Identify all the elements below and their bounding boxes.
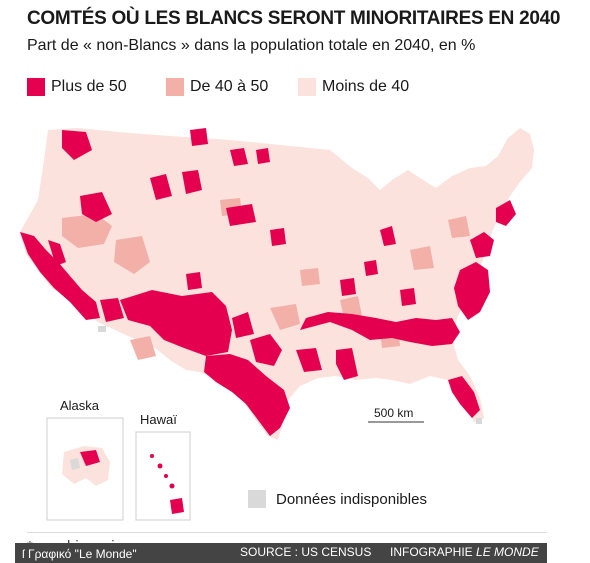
legend-item-high: Plus de 50 <box>27 76 127 98</box>
unavailable-counties <box>98 326 482 424</box>
footer-source: SOURCE : US CENSUS <box>240 545 372 559</box>
legend-swatch-high <box>27 78 45 96</box>
alaska-majority <box>80 450 100 466</box>
footer-bar <box>15 543 547 563</box>
us-counties-map <box>20 128 534 521</box>
legend-swatch-unavailable <box>248 490 266 508</box>
footer-caption: ſ Γραφικό "Le Monde" <box>22 547 137 561</box>
hawaii-label: Hawaï <box>140 412 177 427</box>
footer-infographie: INFOGRAPHIE LE MONDE <box>390 545 539 559</box>
map-title: COMTÉS OÙ LES BLANCS SERONT MINORITAIRES… <box>27 8 561 29</box>
legend-swatch-mid <box>166 78 184 96</box>
legend-swatch-low <box>298 78 316 96</box>
scale-label: 500 km <box>374 406 414 420</box>
legend-label-high: Plus de 50 <box>51 78 127 95</box>
legend-label-low: Moins de 40 <box>322 78 410 95</box>
majority-counties <box>20 128 516 436</box>
map-subtitle: Part de « non-Blancs » dans la populatio… <box>27 37 476 54</box>
alaska-unavailable <box>70 458 80 470</box>
footer-divider <box>27 532 547 533</box>
legend-label-mid: De 40 à 50 <box>190 78 269 95</box>
legend-label-unavailable: Données indisponibles <box>276 490 427 508</box>
legend-item-low: Moins de 40 <box>298 76 409 98</box>
footer-publisher: LE MONDE <box>476 545 539 559</box>
mid-range-counties <box>62 198 470 360</box>
alaska-label: Alaska <box>60 398 100 413</box>
footer-infographie-label: INFOGRAPHIE <box>390 545 473 559</box>
legend-item-unavailable: Données indisponibles <box>248 490 427 508</box>
hawaii-islands <box>150 454 184 514</box>
mainland-us <box>20 128 534 440</box>
legend-item-mid: De 40 à 50 <box>166 76 268 98</box>
